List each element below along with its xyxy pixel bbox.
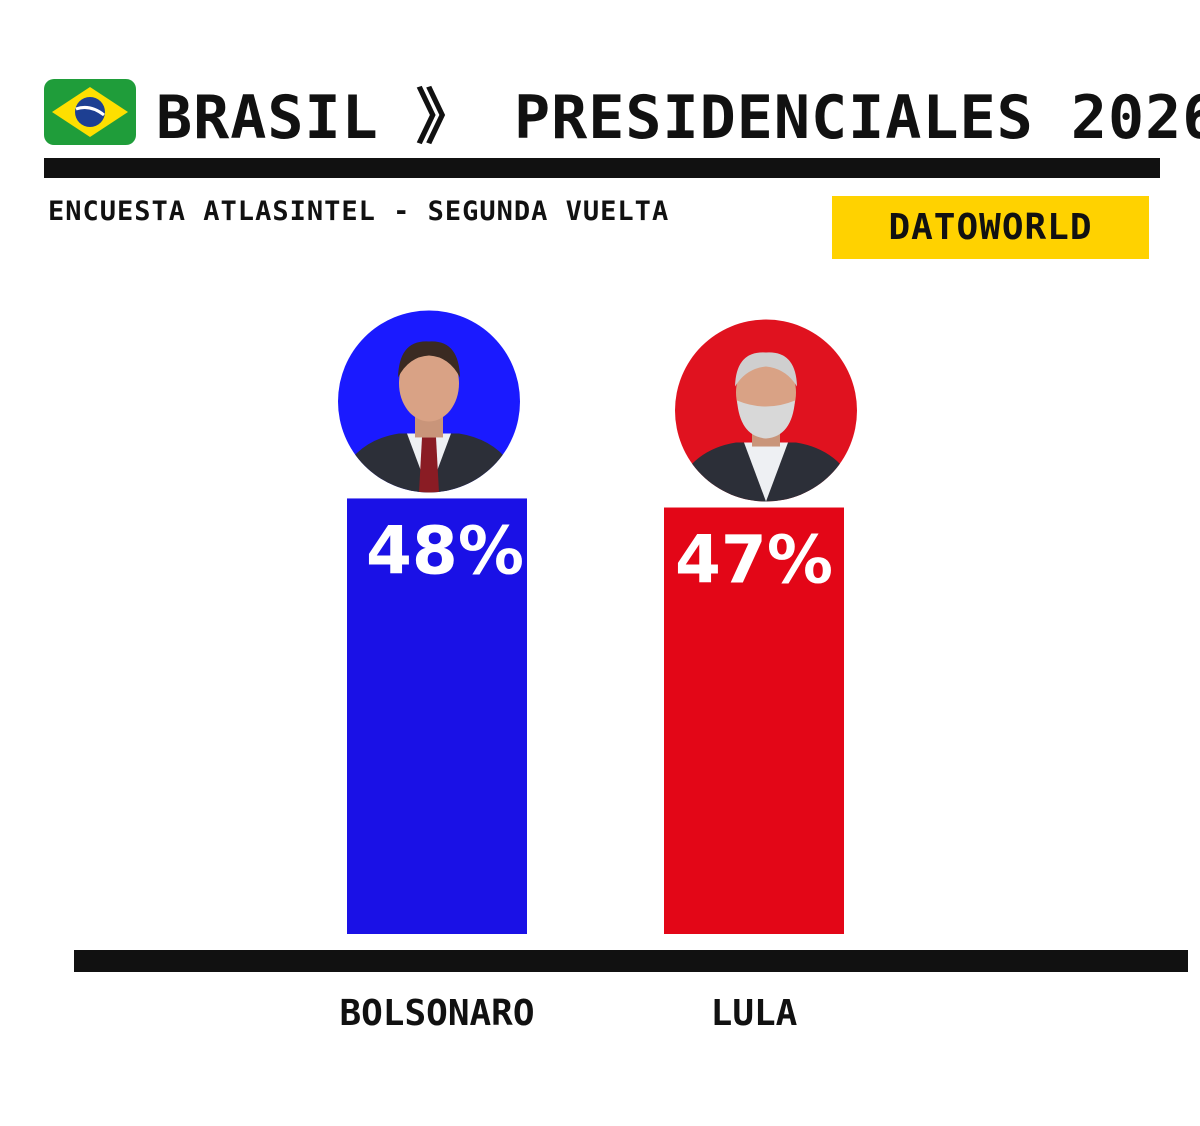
title-separator: 》	[415, 82, 477, 153]
title-main: PRESIDENCIALES 2026	[514, 82, 1200, 153]
bar-value-label-lula: 47%	[675, 522, 833, 599]
title-country: BRASIL	[156, 82, 379, 153]
category-label-bolsonaro: BOLSONARO	[339, 993, 534, 1034]
page-title: BRASIL 》 PRESIDENCIALES 2026	[156, 69, 1200, 156]
category-label-lula: LULA	[711, 993, 798, 1034]
chart-header: BRASIL 》 PRESIDENCIALES 2026	[44, 72, 1200, 153]
bar-value-label-bolsonaro: 48%	[366, 512, 524, 589]
portrait-photo-bolsonaro	[338, 341, 520, 493]
bar-lula	[664, 507, 844, 934]
bar-bolsonaro	[347, 498, 527, 934]
portrait-photo-lula	[675, 352, 857, 502]
brand-badge: DATOWORLD	[832, 196, 1149, 259]
brazil-flag-icon	[44, 79, 136, 145]
x-axis-baseline	[74, 950, 1188, 972]
brand-label: DATOWORLD	[888, 207, 1093, 248]
header-divider	[44, 158, 1160, 178]
chart-subtitle: ENCUESTA ATLASINTEL - SEGUNDA VUELTA	[48, 196, 670, 227]
